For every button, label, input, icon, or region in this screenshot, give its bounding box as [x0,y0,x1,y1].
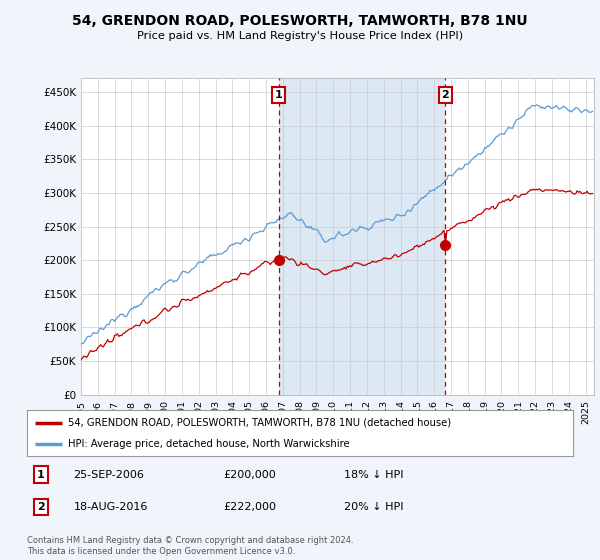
Text: 2: 2 [37,502,44,512]
Text: £200,000: £200,000 [224,470,277,479]
Text: 20% ↓ HPI: 20% ↓ HPI [344,502,403,512]
Text: 54, GRENDON ROAD, POLESWORTH, TAMWORTH, B78 1NU (detached house): 54, GRENDON ROAD, POLESWORTH, TAMWORTH, … [68,418,451,428]
Text: HPI: Average price, detached house, North Warwickshire: HPI: Average price, detached house, Nort… [68,439,350,449]
Text: Price paid vs. HM Land Registry's House Price Index (HPI): Price paid vs. HM Land Registry's House … [137,31,463,41]
Text: 54, GRENDON ROAD, POLESWORTH, TAMWORTH, B78 1NU: 54, GRENDON ROAD, POLESWORTH, TAMWORTH, … [72,14,528,28]
Text: Contains HM Land Registry data © Crown copyright and database right 2024.
This d: Contains HM Land Registry data © Crown c… [27,536,353,556]
Bar [278,78,445,395]
Text: 2: 2 [442,90,449,100]
Text: 18-AUG-2016: 18-AUG-2016 [73,502,148,512]
Text: 25-SEP-2006: 25-SEP-2006 [73,470,144,479]
Text: 1: 1 [37,470,44,479]
Text: 1: 1 [275,90,283,100]
Text: 18% ↓ HPI: 18% ↓ HPI [344,470,403,479]
Text: £222,000: £222,000 [224,502,277,512]
